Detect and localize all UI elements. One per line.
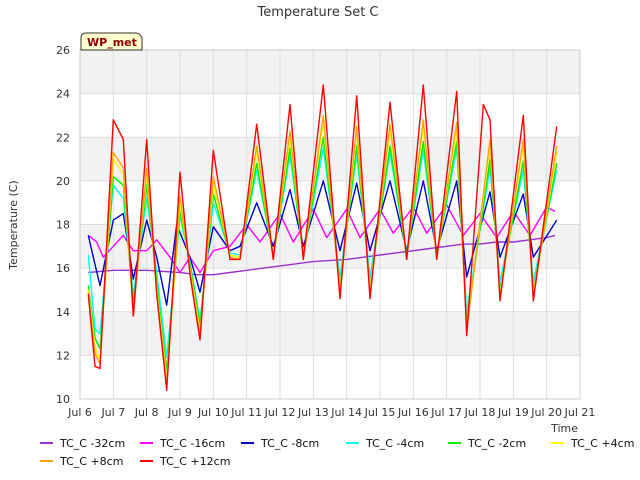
plot-frame (79, 49, 581, 400)
x-tick-label: Jul 11 (230, 406, 262, 419)
x-tick-label: Jul 10 (197, 406, 229, 419)
x-tick-label: Jul 21 (564, 406, 596, 419)
y-tick-label: 26 (56, 44, 70, 57)
x-tick-label: Jul 9 (167, 406, 192, 419)
legend-label: TC_C -32cm (59, 437, 125, 450)
x-tick-label: Jul 6 (67, 406, 92, 419)
x-tick-label: Jul 13 (297, 406, 329, 419)
plot-band (80, 311, 580, 356)
y-tick-label: 12 (56, 349, 70, 362)
x-tick-label: Jul 15 (364, 406, 396, 419)
x-tick-label: Jul 16 (397, 406, 429, 419)
y-tick-label: 14 (56, 306, 70, 319)
x-tick-label: Jul 12 (264, 406, 296, 419)
x-axis-label: Time (550, 422, 578, 435)
y-tick-label: 20 (56, 175, 70, 188)
chart-title: Temperature Set C (256, 5, 378, 20)
x-tick-label: Jul 8 (134, 406, 159, 419)
legend-item: TC_C -8cm (241, 437, 319, 450)
x-tick-label: Jul 18 (464, 406, 496, 419)
annotation-label: WP_met (87, 36, 137, 49)
y-tick-label: 24 (56, 88, 70, 101)
legend-label: TC_C -16cm (159, 437, 225, 450)
legend-label: TC_C +12cm (159, 455, 230, 468)
legend-item: TC_C +8cm (40, 455, 123, 468)
y-axis-label: Temperature (C) (7, 180, 20, 270)
legend-item: TC_C +4cm (551, 437, 634, 450)
x-tick-label: Jul 20 (530, 406, 562, 419)
y-tick-label: 18 (56, 219, 70, 232)
x-tick-label: Jul 14 (330, 406, 362, 419)
legend-label: TC_C +4cm (570, 437, 634, 450)
y-tick-label: 16 (56, 262, 70, 275)
x-tick-label: Jul 19 (497, 406, 529, 419)
legend-item: TC_C -16cm (140, 437, 225, 450)
legend-label: TC_C -4cm (365, 437, 424, 450)
legend-item: TC_C +12cm (140, 455, 230, 468)
legend: TC_C -32cm TC_C -16cm TC_C -8cm TC_C -4cm TC… (40, 437, 634, 468)
y-tick-label: 22 (56, 131, 70, 144)
x-tick-label: Jul 7 (100, 406, 125, 419)
y-tick-label: 10 (56, 393, 70, 406)
series-layer (87, 84, 558, 391)
legend-item: TC_C -4cm (346, 437, 424, 450)
plot-band (80, 355, 580, 399)
y-axis-ticks: 10 12 14 16 18 20 22 24 26 (56, 44, 70, 406)
plot-band (80, 93, 580, 138)
wp-met-annotation: WP_met (80, 32, 143, 51)
plot-band (80, 50, 580, 94)
x-axis-ticks: Jul 6 Jul 7 Jul 8 Jul 9 Jul 10 Jul 11 Jul 12 Ju… (67, 406, 595, 419)
legend-item: TC_C -2cm (448, 437, 526, 450)
series-line-tc-c-12cm (87, 84, 558, 391)
x-tick-label: Jul 17 (430, 406, 462, 419)
legend-item: TC_C -32cm (40, 437, 125, 450)
legend-label: TC_C +8cm (59, 455, 123, 468)
legend-label: TC_C -2cm (467, 437, 526, 450)
legend-label: TC_C -8cm (260, 437, 319, 450)
